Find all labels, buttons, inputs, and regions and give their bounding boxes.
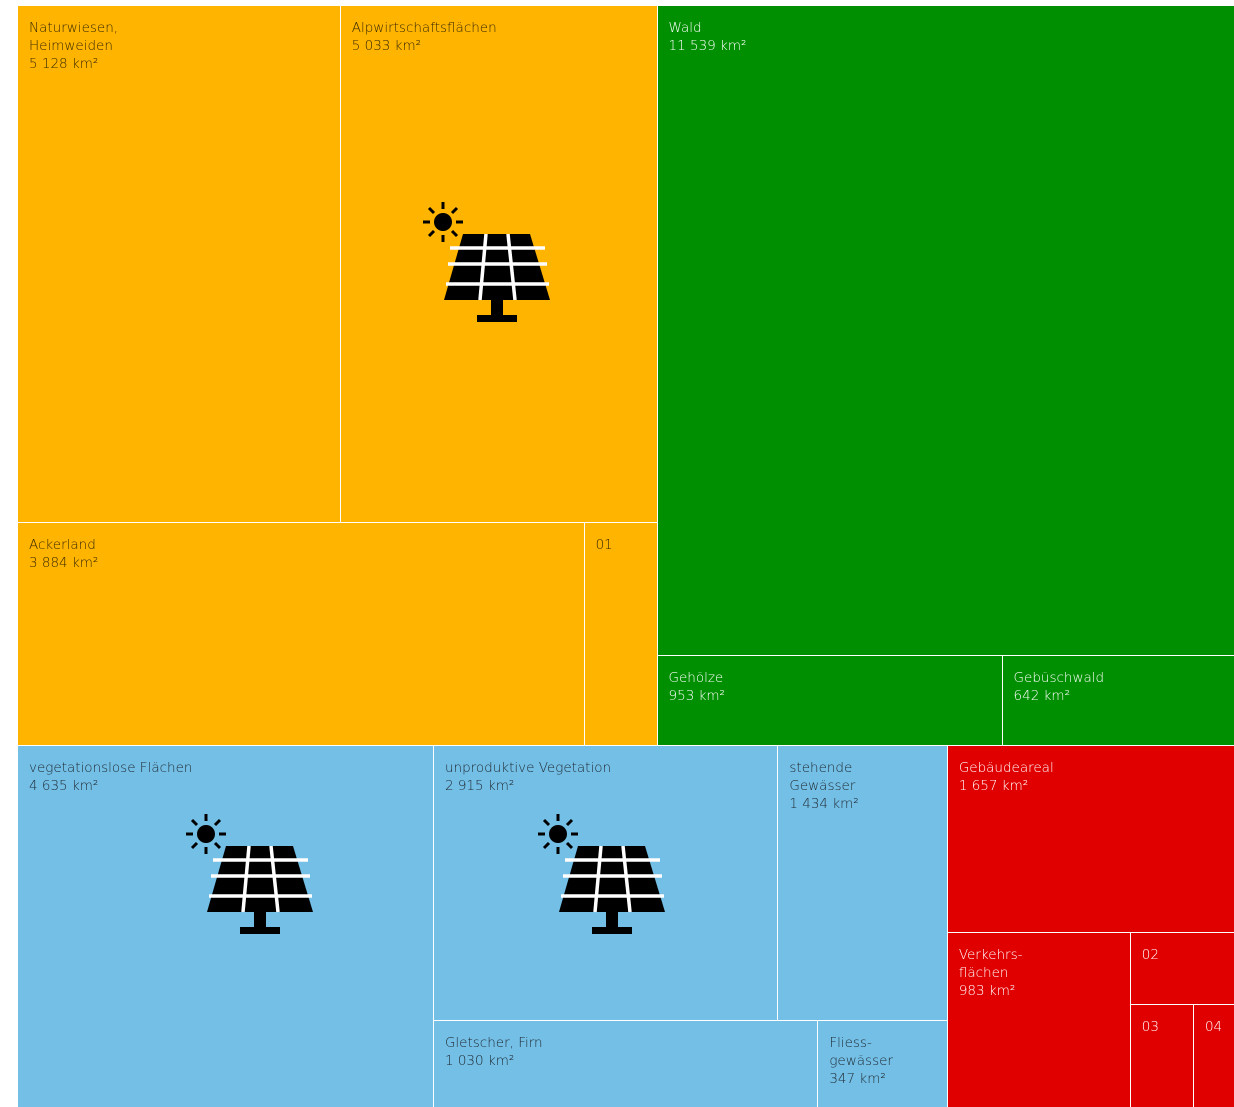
tile-text: Verkehrs- flächen 983 km²	[959, 946, 1023, 1000]
tile-value: 347 km²	[829, 1070, 886, 1087]
tile-text: unproduktive Vegetation 2 915 km²	[445, 759, 611, 795]
tile: Wald 11 539 km²	[656, 5, 1234, 655]
tile-text: Wald 11 539 km²	[669, 19, 747, 55]
tile-label: Gehölze	[668, 669, 724, 686]
solar-icon	[535, 812, 670, 937]
tile: 03	[1129, 1004, 1193, 1107]
tile: 04	[1192, 1004, 1234, 1107]
tile-label: unproduktive Vegetation	[444, 759, 612, 776]
tile-text: Ackerland 3 884 km²	[29, 536, 98, 572]
tile-value: 642 km²	[1013, 687, 1070, 704]
tile-text: Gletscher, Firn 1 030 km²	[445, 1034, 543, 1070]
tile-text: vegetationslose Flächen 4 635 km²	[29, 759, 192, 795]
tile-value: 2 915 km²	[444, 777, 515, 794]
tile-label: Fliess- gewässer	[829, 1034, 893, 1069]
tile-text: 03	[1142, 1018, 1159, 1036]
tile-label: Wald	[668, 20, 702, 36]
tile-text: Fliess- gewässer 347 km²	[829, 1034, 893, 1088]
tile-value: 11 539 km²	[668, 38, 747, 54]
tile-value: 1 030 km²	[444, 1052, 515, 1069]
tile: Verkehrs- flächen 983 km²	[946, 932, 1130, 1107]
tile-value: 5 033 km²	[351, 38, 422, 54]
tile-text: Gebüschwald 642 km²	[1014, 669, 1105, 705]
tile-text: 04	[1205, 1018, 1222, 1036]
tile-label: 03	[1141, 1019, 1159, 1036]
tile: Gebüschwald 642 km²	[1001, 654, 1234, 745]
tile-label: 02	[1141, 947, 1159, 964]
tile: stehende Gewässer 1 434 km²	[777, 744, 947, 1020]
tile-value: 4 635 km²	[29, 777, 99, 794]
tile-value: 953 km²	[668, 687, 725, 704]
tile-value: 1 657 km²	[958, 777, 1029, 794]
tile-value: 983 km²	[958, 983, 1016, 1000]
tile: 02	[1129, 932, 1234, 1005]
tile-label: Verkehrs- flächen	[958, 947, 1023, 982]
tile-text: 01	[596, 536, 613, 554]
treemap: Naturwiesen, Heimweiden 5 128 km² Alpwirts…	[17, 5, 1234, 1107]
tile: vegetationslose Flächen 4 635 km²	[17, 744, 433, 1107]
tile: Fliess- gewässer 347 km²	[817, 1019, 947, 1107]
tile-text: Gehölze 953 km²	[669, 669, 725, 705]
tile-text: stehende Gewässer 1 434 km²	[789, 759, 858, 813]
tile-text: Naturwiesen, Heimweiden 5 128 km²	[29, 19, 118, 73]
tile-label: Gletscher, Firn	[444, 1034, 543, 1051]
tile-text: 02	[1142, 946, 1159, 964]
tile-label: Ackerland	[29, 536, 96, 553]
tile: Gletscher, Firn 1 030 km²	[432, 1019, 818, 1107]
tile-value: 5 128 km²	[29, 56, 99, 72]
tile: Gehölze 953 km²	[656, 654, 1002, 745]
solar-icon	[420, 200, 555, 325]
tile-label: Gebüschwald	[1013, 669, 1105, 686]
tile-label: Alpwirtschaftsflächen	[351, 20, 497, 36]
tile: Gebäudeareal 1 657 km²	[946, 744, 1234, 933]
tile-label: Naturwiesen, Heimweiden	[29, 20, 119, 54]
tile-text: Gebäudeareal 1 657 km²	[959, 759, 1054, 795]
tile: Naturwiesen, Heimweiden 5 128 km²	[17, 5, 340, 522]
tile-label: vegetationslose Flächen	[29, 759, 193, 776]
tile-label: stehende Gewässer	[789, 759, 856, 794]
tile-label: 04	[1204, 1019, 1223, 1036]
tile-value: 1 434 km²	[789, 795, 859, 812]
solar-icon	[183, 812, 318, 937]
tile-label: 01	[595, 536, 613, 553]
tile: 01	[583, 521, 657, 745]
tile: Ackerland 3 884 km²	[17, 521, 584, 745]
tile-label: Gebäudeareal	[958, 759, 1054, 776]
tile-text: Alpwirtschaftsflächen 5 033 km²	[352, 19, 497, 55]
tile-value: 3 884 km²	[29, 554, 99, 571]
